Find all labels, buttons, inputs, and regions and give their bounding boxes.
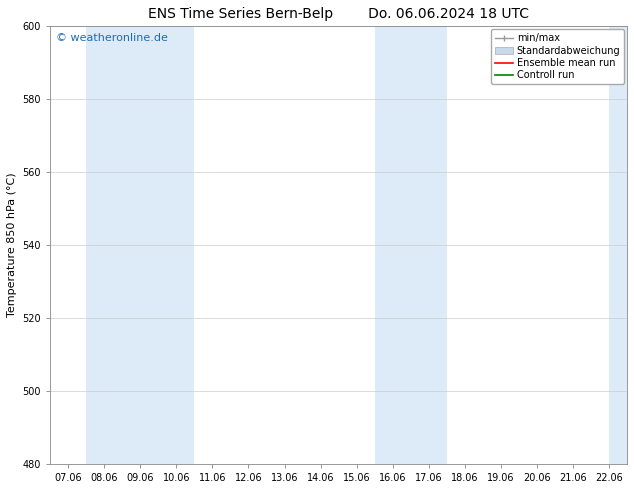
- Bar: [86, 26, 195, 464]
- Bar: [375, 26, 447, 464]
- Y-axis label: Temperature 850 hPa (°C): Temperature 850 hPa (°C): [7, 173, 17, 318]
- Title: ENS Time Series Bern-Belp        Do. 06.06.2024 18 UTC: ENS Time Series Bern-Belp Do. 06.06.2024…: [148, 7, 529, 21]
- Text: © weatheronline.de: © weatheronline.de: [56, 33, 168, 43]
- Bar: [609, 26, 627, 464]
- Legend: min/max, Standardabweichung, Ensemble mean run, Controll run: min/max, Standardabweichung, Ensemble me…: [491, 29, 624, 84]
